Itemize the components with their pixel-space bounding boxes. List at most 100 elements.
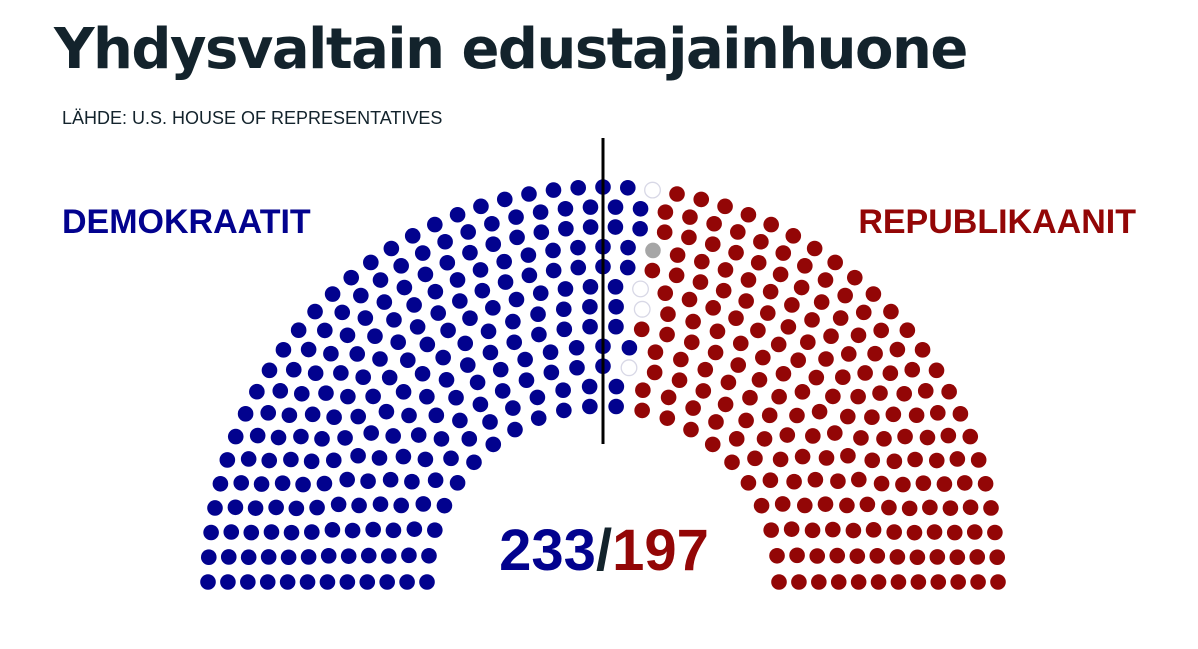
seat-republican [695,383,712,399]
seat-republican [930,574,947,590]
seat-democrat [249,383,265,400]
seat-republican [864,409,880,426]
seat-democrat [367,328,383,345]
seat-democrat [340,548,357,564]
seat-democrat [259,574,276,590]
seat-republican [950,574,966,590]
seat-democrat [406,521,423,537]
seat-democrat [417,266,434,283]
seat-democrat [448,389,464,406]
seat-republican [647,344,664,360]
seat-democrat [383,240,400,257]
seat-democrat [409,319,426,335]
seat-republican [706,215,722,232]
seat-democrat [414,365,431,382]
seat-republican [759,305,776,321]
seat-republican [669,186,685,202]
seat-republican [867,345,883,362]
seat-democrat [207,500,223,516]
seat-democrat [385,428,401,444]
seat-republican [740,206,757,223]
seat-democrat [443,450,459,467]
seat-democrat [385,522,402,539]
seat-democrat [506,334,523,351]
seat-democrat [212,475,229,492]
seat-republican [850,327,867,344]
seat-democrat [607,279,624,295]
seat-democrat [415,496,432,512]
seat-republican [889,549,906,565]
seat-republican [683,421,699,438]
seat-democrat [314,431,330,447]
seat-democrat [461,431,478,447]
seat-democrat [325,452,342,469]
seat-republican [917,383,934,399]
seat-democrat [393,258,409,274]
seat-republican [657,285,674,301]
seat-democrat [339,327,356,344]
seat-republican [800,334,816,351]
seat-republican [926,524,943,540]
seat-republican [772,451,789,468]
seat-democrat [372,272,389,288]
seat-republican [633,321,650,338]
seat-republican [730,357,747,373]
seat-democrat [427,283,444,300]
seat-democrat [350,408,367,425]
seat-democrat [293,385,310,402]
seat-republican [756,431,773,447]
seat-democrat [317,322,333,339]
seat-democrat [318,385,334,401]
seat-republican [873,322,889,339]
seat-democrat [427,522,443,538]
seat-democrat [435,349,451,366]
seat-republican [908,407,925,424]
seat-democrat [401,407,417,424]
seat-democrat [365,521,381,538]
seat-democrat [344,522,361,539]
seat-republican [835,369,851,385]
seat-democrat [509,229,525,246]
seat-republican [753,233,769,250]
seat-democrat [532,285,549,301]
seat-democrat [532,204,549,220]
seat-democrat [518,372,535,389]
seat-democrat [261,452,278,469]
seat-republican [790,352,806,369]
seat-republican [987,524,1003,541]
seat-democrat [326,409,342,426]
seat-republican [805,428,821,444]
seat-republican [769,547,785,564]
seat-republican [742,389,758,406]
seat-democrat [227,428,244,445]
seat-democrat [608,378,625,395]
seat-republican [827,425,843,441]
seat-republican [720,374,737,391]
seat-democrat [545,262,562,279]
seat-republican [832,310,849,326]
seat-democrat [505,313,521,330]
seat-democrat [480,323,497,340]
seat-republican [707,344,724,361]
seat-democrat [263,524,280,540]
seat-democrat [272,383,289,399]
seat-democrat [472,396,489,413]
seat-republican [728,310,744,326]
seat-democrat [382,471,399,488]
democrats-label: DEMOKRAATIT [62,203,311,241]
seat-republican [762,472,779,489]
seat-republican [941,383,957,400]
seat-democrat [309,499,325,516]
seat-democrat [279,574,296,590]
seat-democrat [363,425,380,441]
seat-republican [830,473,846,489]
seat-republican [989,549,1006,565]
seat-democrat [404,473,420,490]
seat-republican [682,209,698,225]
seat-democrat [395,384,412,400]
seat-republican [897,428,913,445]
republicans-label: REPUBLIKAANIT [858,203,1136,241]
seat-republican [919,429,936,446]
seat-democrat [365,388,381,405]
seat-democrat [395,448,412,465]
